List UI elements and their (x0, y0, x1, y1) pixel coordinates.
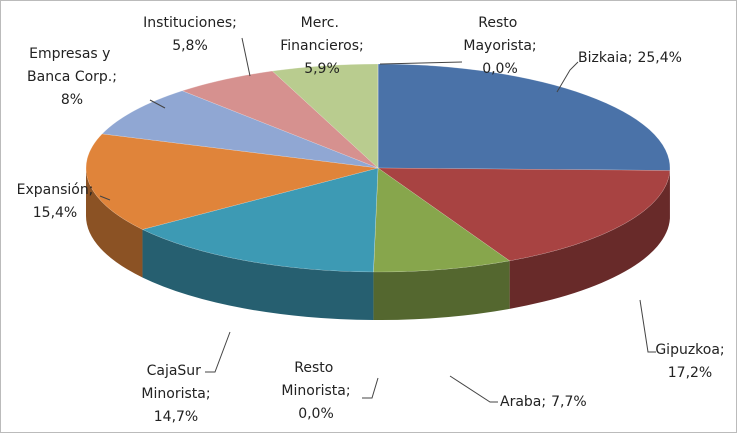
slice-side (509, 170, 670, 309)
leader-line (379, 61, 463, 65)
value-label: 5,9% (304, 61, 340, 77)
category-label: Empresas y Banca Corp.; (27, 46, 117, 85)
category-label: CajaSur Minorista; (141, 363, 210, 402)
slice (271, 63, 379, 169)
category-label: Instituciones; (143, 15, 237, 31)
value-label: 25,4% (637, 50, 681, 66)
value-label: 8% (61, 92, 83, 108)
leader-line (99, 195, 111, 201)
slice (377, 63, 671, 171)
pie-tops (85, 63, 671, 273)
leader-line (449, 375, 498, 403)
value-label: 0,0% (482, 61, 518, 77)
leader-line (362, 377, 379, 399)
leader-line (556, 61, 579, 93)
value-label: 0,0% (298, 406, 334, 422)
category-label: Expansión; (17, 182, 94, 198)
leader-line (205, 331, 231, 373)
value-label: 5,8% (172, 38, 208, 54)
slice-side (373, 260, 510, 320)
pie-sides (86, 168, 670, 320)
value-label: 15,4% (33, 205, 77, 221)
labels: Bizkaia; 25,4% Gipuzkoa; 17,2% Araba; 7,7% Res… (17, 15, 725, 425)
category-label: Araba; (500, 394, 546, 410)
value-label: 17,2% (668, 365, 712, 381)
category-label: Gipuzkoa; (655, 342, 724, 358)
leader-line (241, 37, 251, 77)
leader-line (639, 299, 656, 353)
category-label: Resto Mayorista; (463, 15, 536, 54)
slice (85, 133, 379, 230)
category-label: Merc. Financieros; (280, 15, 363, 54)
slice-side (142, 229, 374, 320)
leader-line (149, 99, 166, 109)
slice (373, 167, 511, 273)
category-label: Bizkaia; (578, 50, 632, 66)
slice (377, 167, 671, 262)
value-label: 7,7% (551, 394, 587, 410)
slice (181, 70, 379, 169)
slice (101, 90, 379, 169)
value-label: 14,7% (154, 409, 198, 425)
category-label: Resto Minorista; (281, 360, 350, 399)
slice (141, 167, 379, 273)
slice-side (86, 168, 143, 278)
